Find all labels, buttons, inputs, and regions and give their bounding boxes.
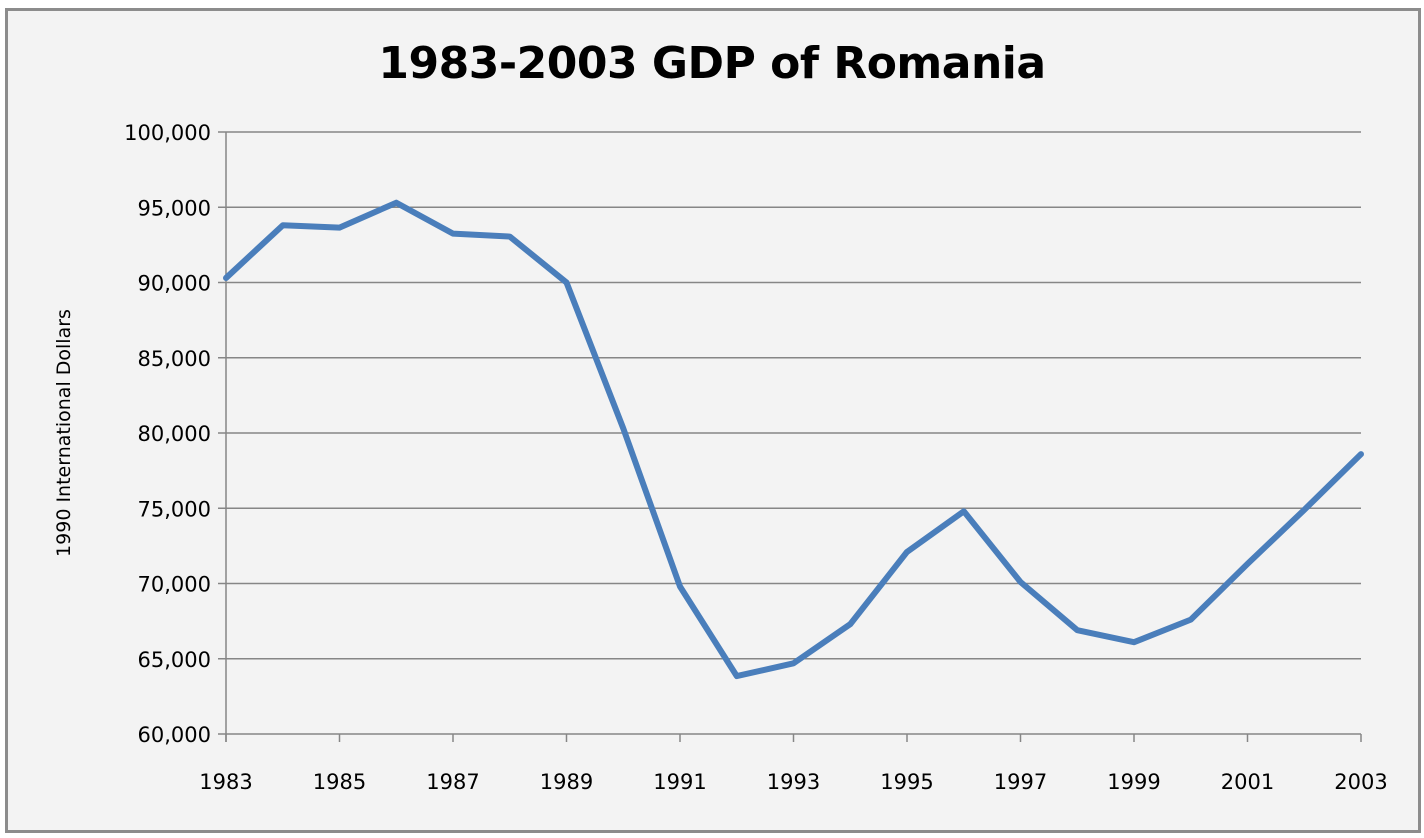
y-tick-label: 70,000 bbox=[138, 573, 211, 597]
y-tick-label: 85,000 bbox=[138, 347, 211, 371]
x-tick-label: 1997 bbox=[994, 770, 1047, 794]
y-tick-label: 75,000 bbox=[138, 497, 211, 521]
y-axis-ticks: 60,000 65,000 70,000 75,000 80,000 85,000 90,0… bbox=[124, 121, 211, 747]
y-tick-label: 65,000 bbox=[138, 648, 211, 672]
x-tick-label: 1993 bbox=[767, 770, 820, 794]
y-tick-label: 60,000 bbox=[138, 723, 211, 747]
x-tick-label: 2003 bbox=[1334, 770, 1387, 794]
axes bbox=[225, 132, 1362, 742]
x-tick-label: 1989 bbox=[540, 770, 593, 794]
x-tick-label: 1991 bbox=[653, 770, 706, 794]
gdp-line-series bbox=[223, 199, 1364, 680]
chart-title: 1983-2003 GDP of Romania bbox=[378, 38, 1046, 89]
x-tick-label: 1985 bbox=[313, 770, 366, 794]
gridlines bbox=[218, 131, 1361, 735]
x-axis-ticks: 1983 1985 1987 1989 1991 1993 1995 1997 1999 2001… bbox=[199, 770, 1387, 794]
y-tick-label: 90,000 bbox=[138, 272, 211, 296]
y-tick-label: 100,000 bbox=[124, 121, 211, 145]
y-tick-label: 95,000 bbox=[138, 196, 211, 220]
x-tick-label: 1999 bbox=[1107, 770, 1160, 794]
x-tick-label: 1995 bbox=[880, 770, 933, 794]
x-tick-label: 1987 bbox=[426, 770, 479, 794]
chart-frame bbox=[5, 8, 1421, 833]
y-tick-label: 80,000 bbox=[138, 422, 211, 446]
x-tick-label: 2001 bbox=[1221, 770, 1274, 794]
x-tick-label: 1983 bbox=[199, 770, 252, 794]
y-axis-label: 1990 International Dollars bbox=[53, 309, 75, 557]
